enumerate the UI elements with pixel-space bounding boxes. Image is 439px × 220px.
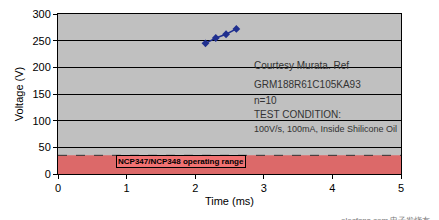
svg-text:GRM188R61C105KA93: GRM188R61C105KA93 bbox=[254, 79, 361, 90]
svg-text:Voltage (V): Voltage (V) bbox=[13, 67, 25, 121]
svg-text:100V/s, 100mA, Inside Shilicon: 100V/s, 100mA, Inside Shilicone Oil bbox=[254, 124, 397, 134]
svg-text:n=10: n=10 bbox=[254, 95, 277, 106]
svg-text:Time (ms): Time (ms) bbox=[205, 195, 254, 207]
svg-text:3: 3 bbox=[261, 182, 267, 194]
svg-text:TEST CONDITION:: TEST CONDITION: bbox=[254, 109, 341, 120]
svg-text:100: 100 bbox=[32, 115, 50, 127]
svg-text:elecfans.com 电子发烧友: elecfans.com 电子发烧友 bbox=[341, 216, 430, 220]
svg-text:5: 5 bbox=[398, 182, 404, 194]
svg-text:2: 2 bbox=[192, 182, 198, 194]
svg-text:250: 250 bbox=[32, 35, 50, 47]
svg-text:200: 200 bbox=[32, 61, 50, 73]
svg-text:Courtesy Murata. Ref: Courtesy Murata. Ref bbox=[254, 60, 349, 71]
svg-text:150: 150 bbox=[32, 88, 50, 100]
svg-text:0: 0 bbox=[55, 182, 61, 194]
svg-text:50: 50 bbox=[39, 141, 51, 153]
svg-text:0: 0 bbox=[45, 168, 51, 180]
svg-text:4: 4 bbox=[329, 182, 335, 194]
svg-text:NCP347/NCP348 operating range: NCP347/NCP348 operating range bbox=[118, 157, 244, 166]
svg-text:300: 300 bbox=[32, 8, 50, 20]
svg-text:1: 1 bbox=[124, 182, 130, 194]
